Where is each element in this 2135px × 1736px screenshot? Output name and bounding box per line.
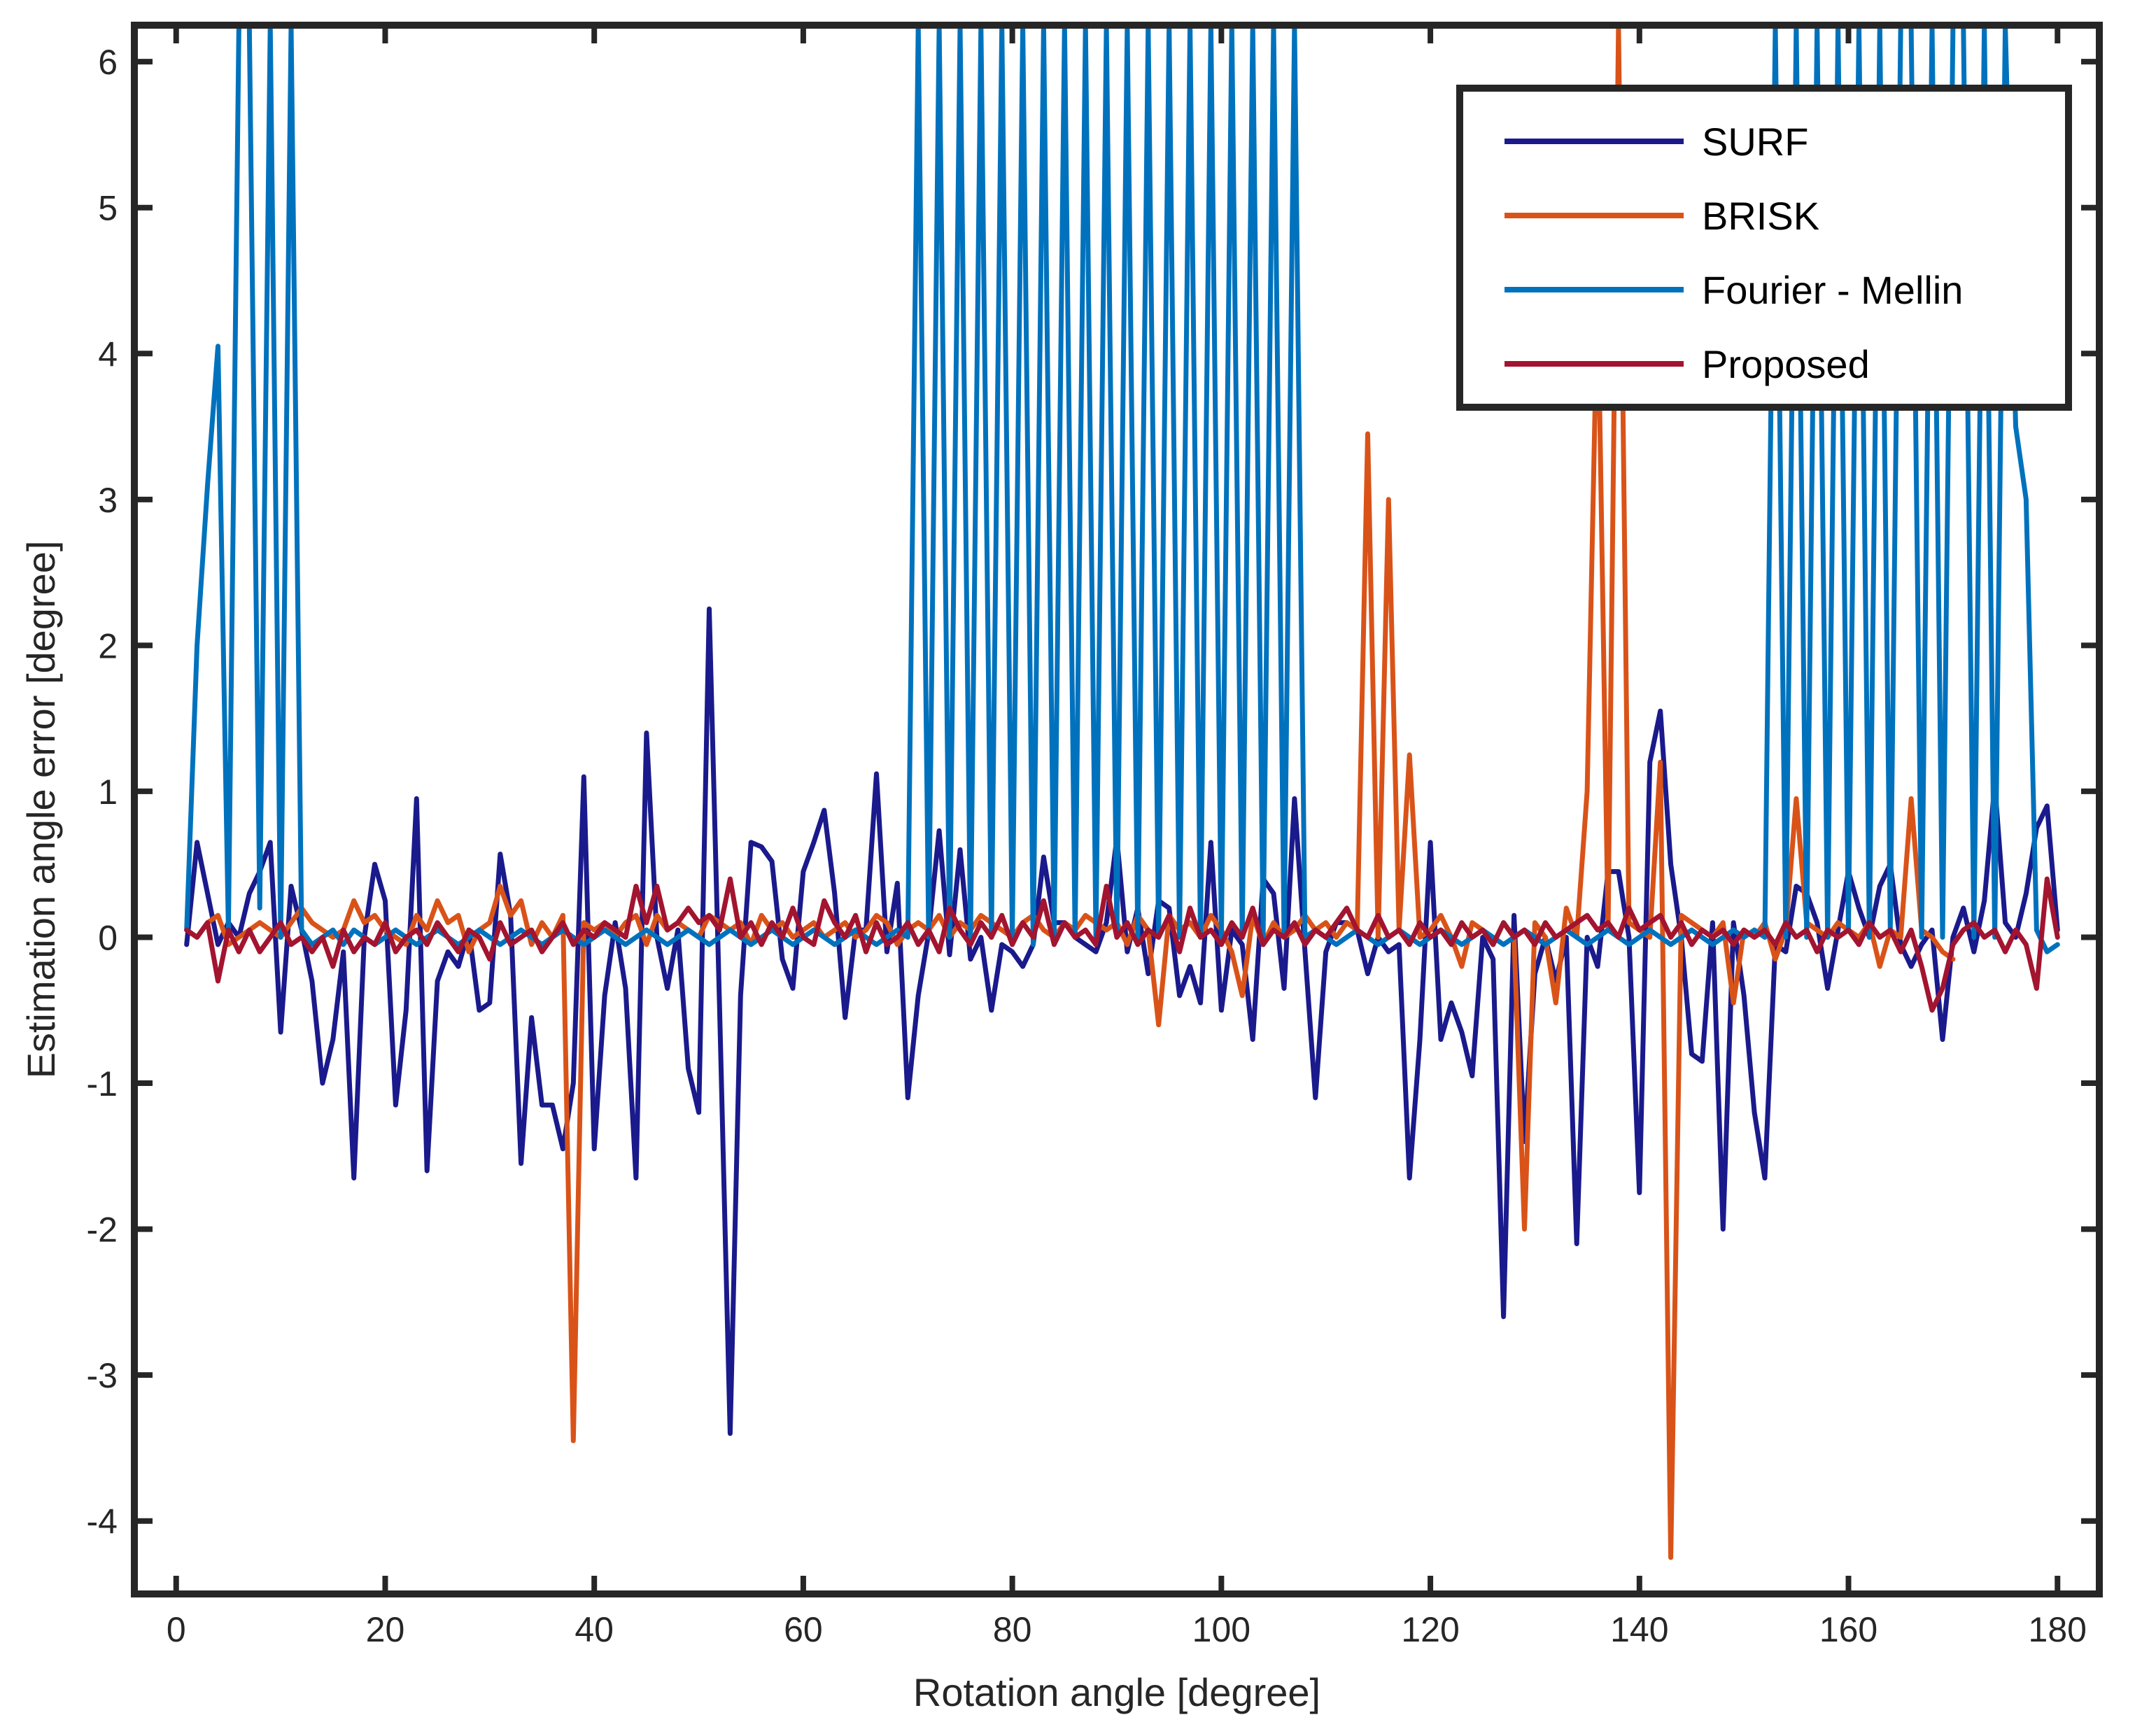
x-tick-label: 40 <box>575 1610 614 1649</box>
legend-label: SURF <box>1702 120 1808 164</box>
y-tick-label: -4 <box>87 1502 118 1541</box>
x-tick-label: 60 <box>784 1610 823 1649</box>
x-tick-label: 100 <box>1192 1610 1250 1649</box>
y-tick-label: -3 <box>87 1356 118 1395</box>
legend-label: Proposed <box>1702 342 1870 386</box>
x-tick-label: 120 <box>1401 1610 1459 1649</box>
axis-ticks: 0 20 40 60 80 100 120 140 160 180 -4 -3 -2 -1 0 1 2 3 4 5 6 <box>87 25 2099 1649</box>
y-tick-label: 0 <box>98 918 118 957</box>
y-tick-label: 2 <box>98 626 118 665</box>
y-tick-label: -1 <box>87 1064 118 1103</box>
y-tick-label: 1 <box>98 772 118 812</box>
x-tick-label: 140 <box>1610 1610 1668 1649</box>
legend-label: Fourier - Mellin <box>1702 268 1963 312</box>
y-tick-label: 6 <box>98 43 118 82</box>
series-line-surf <box>184 606 2060 1437</box>
series-line-proposed <box>184 876 2060 1013</box>
series-layer <box>184 25 2060 1560</box>
legend-label: BRISK <box>1702 194 1819 238</box>
x-tick-label: 20 <box>366 1610 405 1649</box>
plot-frame <box>131 22 2103 1597</box>
y-tick-label: -2 <box>87 1211 118 1250</box>
y-tick-label: 3 <box>98 481 118 520</box>
x-axis-title: Rotation angle [degree] <box>913 1670 1320 1714</box>
legend: SURF BRISK Fourier - Mellin Proposed <box>1456 85 2072 411</box>
x-tick-label: 80 <box>993 1610 1032 1649</box>
y-axis-title: Estimation angle error [degree] <box>19 541 63 1079</box>
series-line-fourier-mellin <box>184 25 2060 954</box>
y-tick-label: 4 <box>98 334 118 374</box>
y-tick-label: 5 <box>98 189 118 228</box>
x-tick-label: 160 <box>1819 1610 1877 1649</box>
x-tick-label: 0 <box>167 1610 186 1649</box>
x-tick-label: 180 <box>2029 1610 2087 1649</box>
